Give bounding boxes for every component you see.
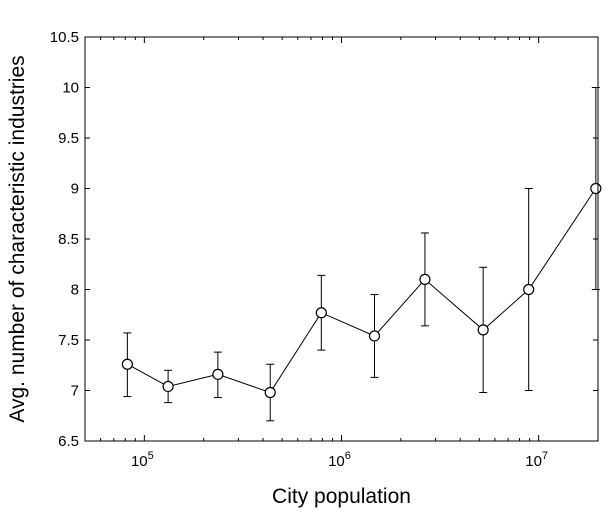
y-tick-label: 9.5: [58, 130, 79, 147]
x-tick-base: 10: [328, 453, 345, 470]
y-tick-label: 10.5: [50, 29, 79, 46]
y-tick-label: 8.5: [58, 231, 79, 248]
series-line: [127, 188, 597, 394]
x-tick-label: 106: [328, 450, 351, 470]
x-tick-exponent: 6: [345, 450, 351, 462]
x-tick-exponent: 7: [542, 450, 548, 462]
x-tick-exponent: 5: [148, 450, 154, 462]
data-point: [162, 380, 174, 393]
x-tick-base: 10: [525, 453, 542, 470]
data-markers: [121, 182, 602, 399]
data-point: [590, 182, 602, 195]
x-axis-label: City population: [272, 485, 411, 508]
error-bars: [123, 87, 600, 422]
axis-ticks: [84, 36, 599, 442]
y-tick-label: 7.5: [58, 332, 79, 349]
data-point: [264, 386, 276, 399]
data-point: [477, 324, 489, 336]
y-tick-label: 8: [71, 282, 79, 299]
y-tick-label: 10: [62, 80, 79, 97]
x-tick-base: 10: [131, 453, 148, 470]
data-point: [315, 307, 327, 319]
y-tick-label: 9: [71, 181, 79, 198]
data-point: [419, 273, 431, 285]
x-tick-label: 107: [525, 450, 548, 470]
data-point: [523, 283, 535, 296]
data-point: [121, 358, 133, 370]
y-tick-label: 6.5: [58, 433, 79, 450]
plot-frame: [84, 36, 599, 442]
y-tick-label: 7: [71, 383, 79, 400]
x-tick-label: 105: [131, 450, 154, 470]
data-point: [368, 330, 381, 342]
y-axis-label: Avg. number of characteristic industries: [6, 55, 29, 422]
data-point: [212, 368, 224, 380]
